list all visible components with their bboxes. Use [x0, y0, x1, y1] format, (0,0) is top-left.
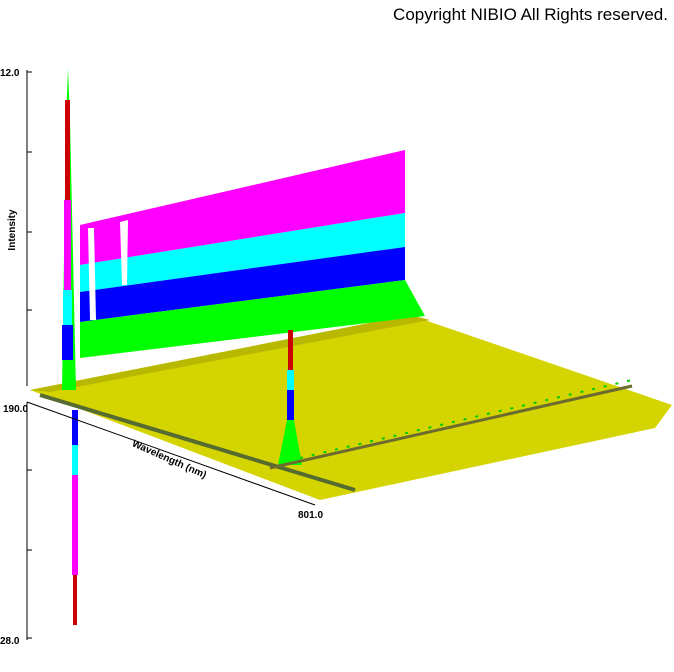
ticks: [27, 71, 32, 639]
z-label: Intensity: [7, 209, 18, 251]
ridge: [39, 393, 356, 492]
x-end: 801.0: [298, 510, 323, 521]
z-bottom: 28.0: [0, 636, 20, 647]
spike-seg: [64, 200, 71, 290]
band-cyan: [80, 213, 405, 292]
spike-down: [72, 410, 78, 445]
spike-seg: [63, 290, 72, 325]
spike-mid: [278, 420, 302, 465]
band-green: [80, 280, 425, 358]
notch: [88, 228, 96, 320]
spike-seg: [65, 100, 70, 200]
floor-edge: [30, 315, 430, 392]
notch: [120, 220, 128, 285]
spike-mid: [287, 390, 294, 420]
x-start: 190.0: [3, 404, 28, 415]
spike-down: [73, 575, 77, 625]
x-axis: [26, 401, 316, 506]
spike-mid: [287, 370, 294, 390]
ridge-peaks: [299, 379, 633, 459]
z-top: 12.0: [0, 68, 20, 79]
spike-down: [72, 445, 78, 475]
copyright: Copyright NIBIO All Rights reserved.: [393, 5, 668, 24]
band-blue: [80, 247, 405, 322]
spike-down: [72, 475, 78, 575]
spike-seg: [62, 325, 73, 360]
ridge: [269, 384, 633, 470]
band-magenta: [80, 150, 405, 265]
spike-mid: [288, 330, 293, 370]
